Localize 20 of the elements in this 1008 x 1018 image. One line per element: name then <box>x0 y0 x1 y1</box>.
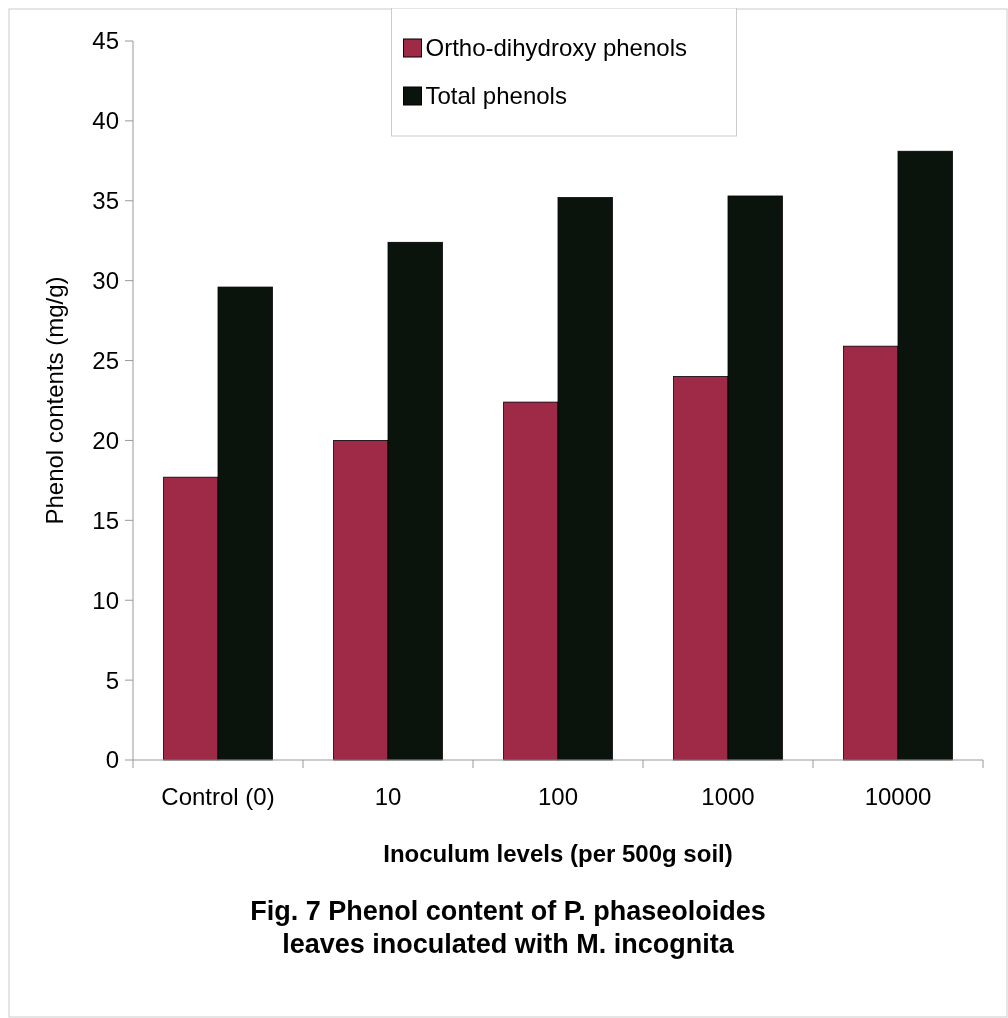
y-tick-label: 0 <box>105 746 119 774</box>
y-tick-label: 15 <box>92 506 119 534</box>
y-tick-label: 40 <box>92 107 119 135</box>
x-tick-label: 1000 <box>701 783 755 810</box>
text: Fig. 7 Phenol content of P. phaseoloides leaves inoculated with M. incognita <box>250 896 766 959</box>
x-tick-label: Control (0) <box>161 783 275 810</box>
y-tick-label: 25 <box>92 346 119 374</box>
x-tick-label: 100 <box>537 783 579 810</box>
legend-label: Ortho-dihydroxy phenols <box>425 34 687 62</box>
y-tick-label: 35 <box>92 187 119 215</box>
y-tick-label: 10 <box>92 586 119 614</box>
x-axis-title: Inoculum levels (per 500g soil) <box>383 840 733 867</box>
y-tick-label: 5 <box>105 666 119 694</box>
x-tick-label: 10 <box>374 783 402 810</box>
y-tick-label: 30 <box>92 267 119 295</box>
y-tick-label: 20 <box>92 426 119 454</box>
x-tick-label: 10000 <box>864 783 932 810</box>
y-tick-label: 45 <box>92 27 119 55</box>
legend-label: Total phenols <box>425 82 567 110</box>
y-axis-title: Phenol contents (mg/g) <box>41 276 68 525</box>
